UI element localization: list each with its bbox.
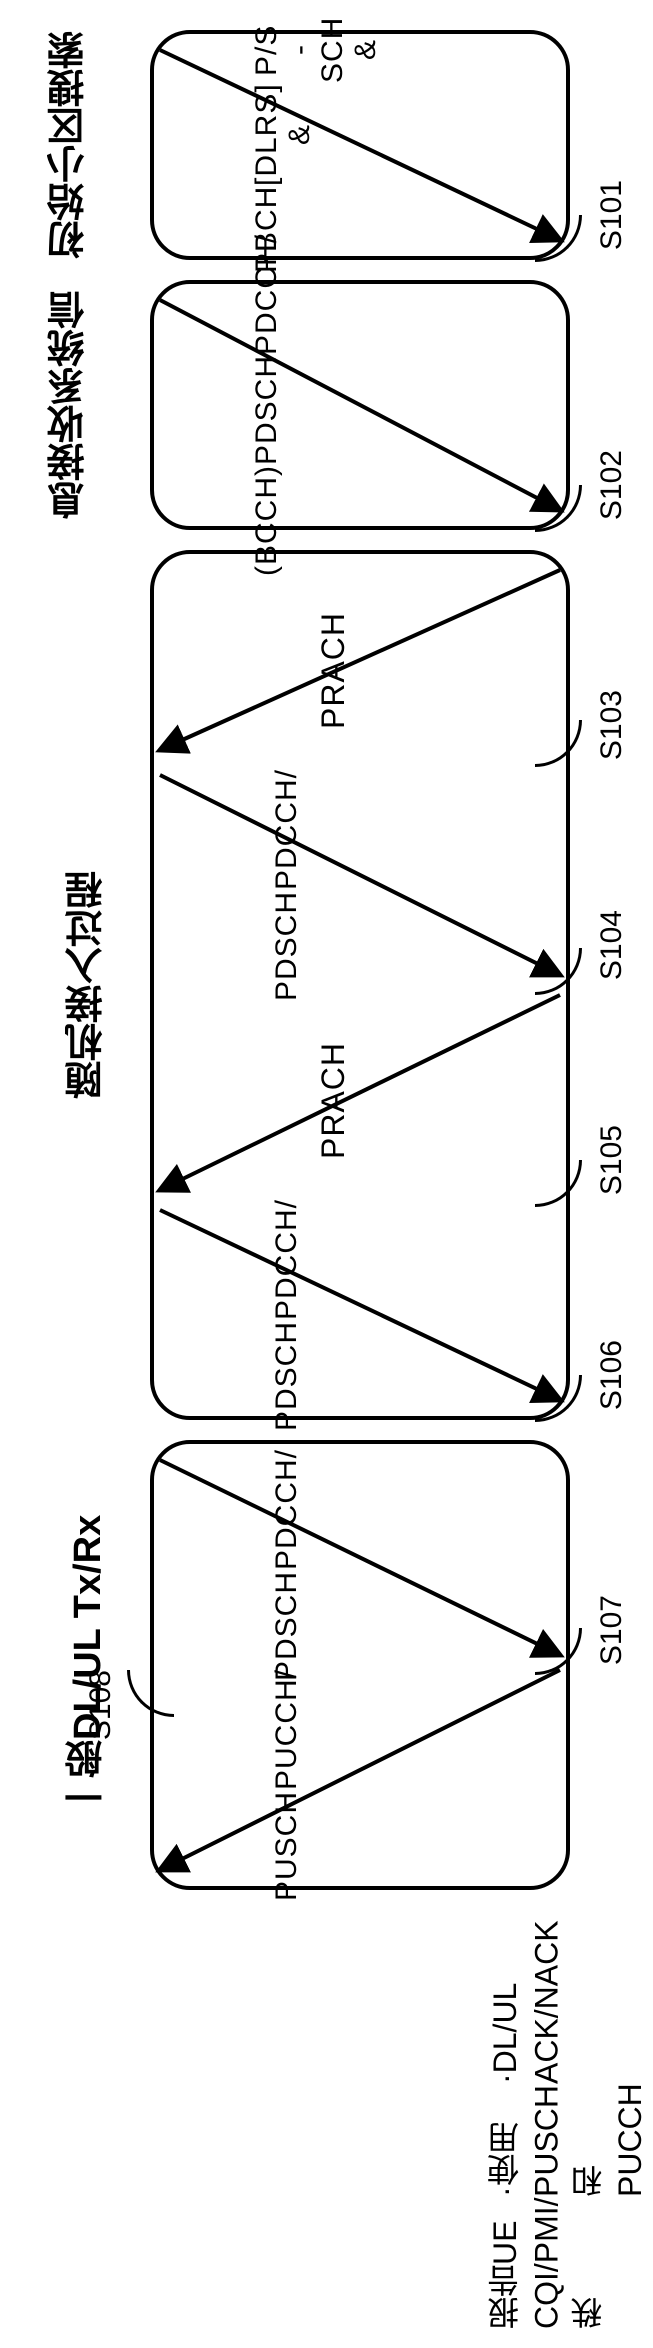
arrow-s103	[160, 570, 560, 750]
notes-line1: ·DL/UL ACK/NACK	[485, 1920, 651, 2084]
phase-label-random-access: 随机接入过程	[60, 550, 115, 1420]
arrow-s102	[160, 300, 560, 510]
s108-line1: PUCCH/	[270, 1669, 303, 1790]
phase-label-sys-info: 系统信 息接收	[42, 280, 97, 530]
s102-line2: PDSCH	[250, 355, 283, 465]
diagram-canvas: 初始小区搜索 系统信 息接收 随机接入过程 一般DL/UL Tx/Rx	[0, 0, 653, 2110]
step-arc-s106	[535, 1375, 582, 1422]
step-label-s102: S102	[595, 450, 629, 520]
step-arc-s108	[127, 1670, 174, 1717]
s106-line1: PDCCH/	[270, 1199, 303, 1320]
arrow-s107	[160, 1460, 560, 1655]
channel-label-s105: PRACH	[315, 1020, 352, 1180]
s106-line2: PDSCH	[270, 1321, 303, 1431]
s104-line1: PDCCH/	[270, 769, 303, 890]
step-arc-s107	[535, 1628, 582, 1675]
step-label-s107: S107	[595, 1595, 629, 1665]
arrows-random-access	[150, 550, 570, 1420]
step-arc-s104	[535, 948, 582, 995]
arrow-s106	[160, 1210, 560, 1400]
s104-line2: PDSCH	[270, 891, 303, 1001]
channel-label-s108: PUCCH/ PUSCH	[270, 1690, 303, 1880]
arrows-general-txrx	[150, 1440, 570, 1890]
step-label-s104: S104	[595, 910, 629, 980]
channel-label-s107: PDCCH/ PDSCH	[270, 1470, 303, 1660]
phase-label-general-txrx: 一般DL/UL Tx/Rx	[60, 1440, 115, 1890]
step-arc-s102	[535, 485, 582, 532]
step-arc-s103	[535, 720, 582, 767]
s101-line1: P/S - SCH &	[250, 17, 382, 83]
arrow-s104	[160, 775, 560, 975]
notes-line2: ·使用PUSCH和PUCCH	[485, 2084, 651, 2198]
sys-info-line1: 系统信	[42, 291, 97, 405]
s102-line3: (BCCH)	[250, 465, 283, 576]
step-label-s101: S101	[595, 180, 629, 250]
channel-label-s104: PDCCH/ PDSCH	[270, 790, 303, 980]
s102-line1: PDCCH/	[250, 234, 283, 355]
s108-line2: PUSCH	[270, 1791, 303, 1901]
phase-label-cell-search: 初始小区搜索	[42, 30, 97, 260]
step-arc-s101	[535, 215, 582, 262]
channel-label-s106: PDCCH/ PDSCH	[270, 1220, 303, 1410]
step-label-s105: S105	[595, 1125, 629, 1195]
step-label-s106: S106	[595, 1340, 629, 1410]
notes-line3: 报告UE CQI/PMI/秩	[485, 2197, 651, 2348]
channel-label-s103: PRACH	[315, 590, 352, 750]
channel-label-s102: PDCCH/ PDSCH (BCCH)	[250, 300, 283, 510]
arrow-s105	[160, 995, 560, 1190]
step-arc-s105	[535, 1160, 582, 1207]
sys-info-line2: 息接收	[42, 405, 97, 519]
channel-label-s101: P/S - SCH & [DLRS] & PBCH	[250, 40, 382, 250]
s101-line2: [DLRS] &	[250, 83, 382, 186]
notes-block: ·DL/UL ACK/NACK ·使用PUSCH和PUCCH 报告UE CQI/…	[485, 1920, 651, 2100]
step-label-s103: S103	[595, 690, 629, 760]
s107-line2: PDSCH	[270, 1571, 303, 1681]
arrow-s108	[160, 1670, 560, 1870]
arrows-sys-info	[150, 280, 570, 530]
step-label-s108: S108	[84, 1670, 118, 1740]
s107-line1: PDCCH/	[270, 1449, 303, 1570]
